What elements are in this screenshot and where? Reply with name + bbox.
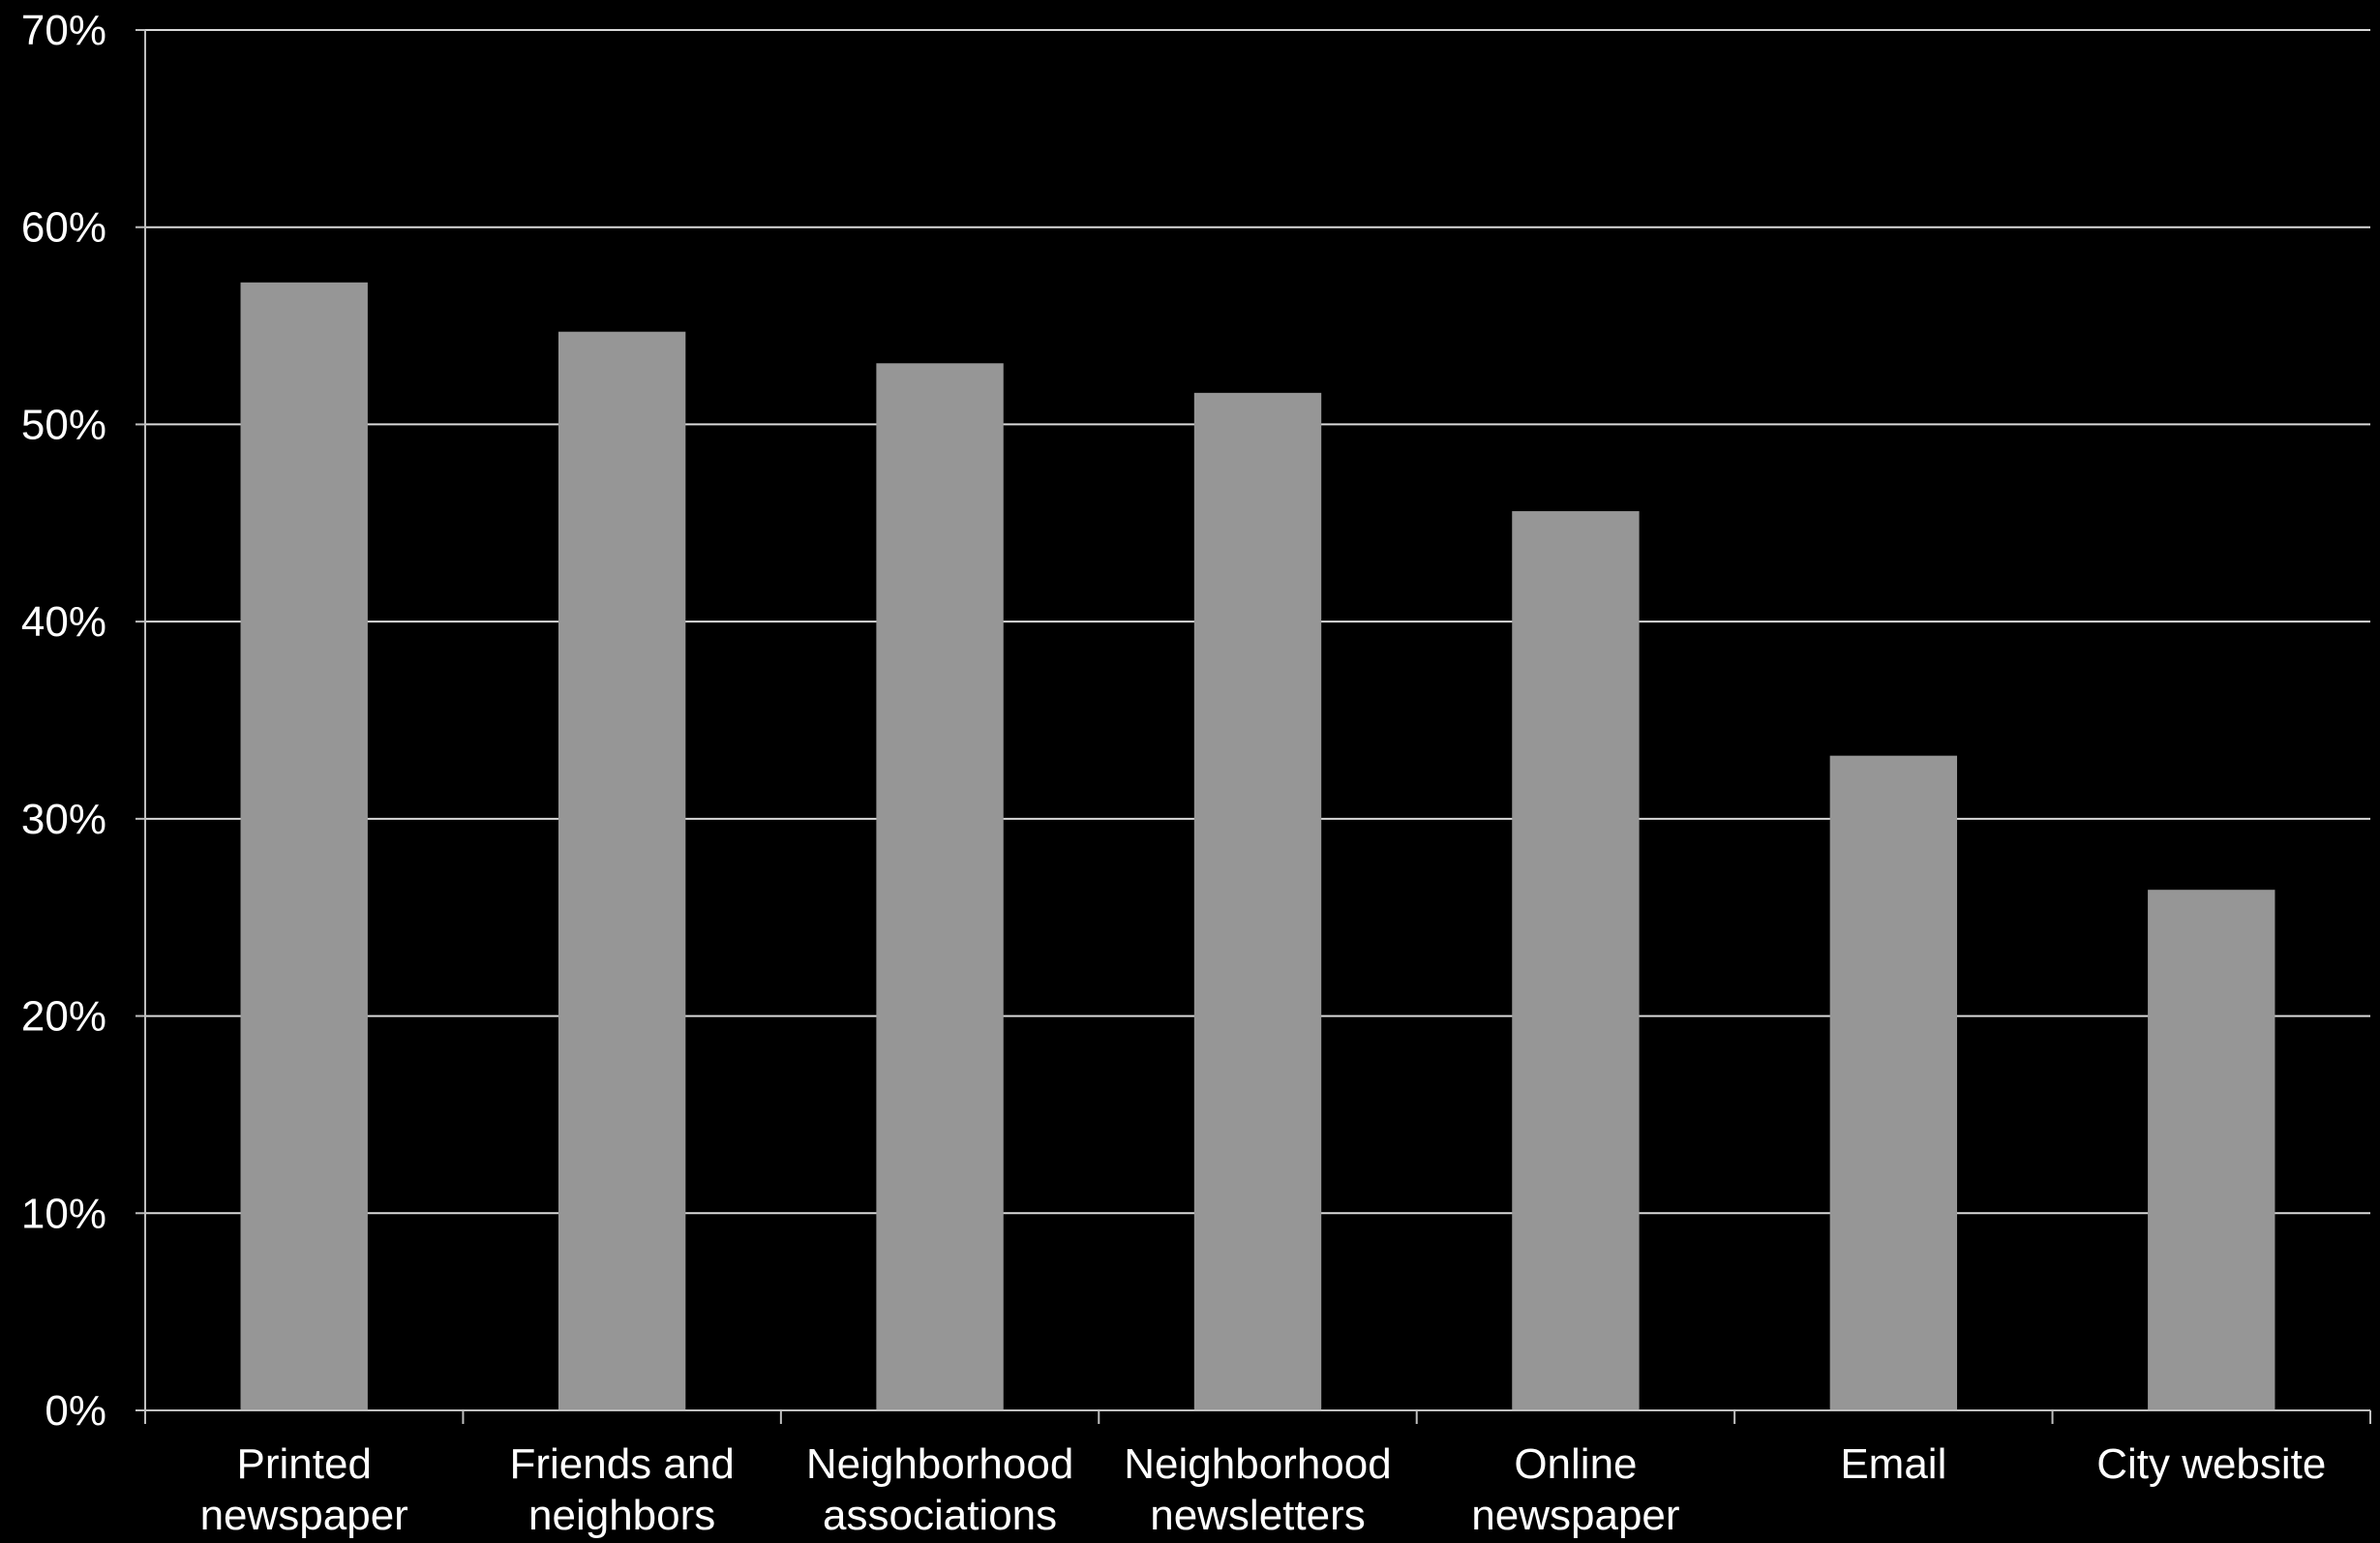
- y-tick-label: 30%: [21, 796, 106, 843]
- category-label-line: newspaper: [200, 1492, 408, 1539]
- category-label-line: newspaper: [1471, 1492, 1679, 1539]
- category-label: Neighborhood associations: [806, 1440, 1073, 1539]
- bar: [876, 363, 1004, 1411]
- category-label-line: Email: [1840, 1440, 1946, 1488]
- category-label: Online newspaper: [1471, 1440, 1679, 1539]
- y-tick-label: 40%: [21, 598, 106, 646]
- category-label-line: Neighborhood: [1124, 1440, 1391, 1488]
- category-label: Friends and neighbors: [509, 1440, 734, 1539]
- category-label: City website: [2096, 1440, 2326, 1488]
- category-label-line: Friends and: [509, 1440, 734, 1488]
- axes: [136, 29, 2371, 1424]
- bar: [240, 282, 368, 1410]
- category-label-line: Printed: [237, 1440, 372, 1488]
- category-label-line: City website: [2096, 1440, 2326, 1488]
- bar: [1193, 392, 1322, 1411]
- y-tick-label: 70%: [21, 7, 106, 54]
- y-tick-label: 0%: [45, 1387, 106, 1435]
- category-label-line: Neighborhood: [806, 1440, 1073, 1488]
- category-label: Printed newspaper: [200, 1440, 408, 1539]
- y-tick-labels: 0% 10% 20% 30% 40% 50% 60% 70%: [21, 7, 106, 1435]
- category-label: Email: [1840, 1440, 1946, 1488]
- category-label-line: newsletters: [1150, 1492, 1366, 1539]
- y-tick-label: 60%: [21, 204, 106, 252]
- bar: [2148, 890, 2275, 1410]
- y-tick-label: 50%: [21, 401, 106, 448]
- y-tick-label: 20%: [21, 993, 106, 1041]
- category-label-line: neighbors: [528, 1492, 715, 1539]
- category-label: Neighborhood newsletters: [1124, 1440, 1391, 1539]
- bar: [1512, 511, 1640, 1410]
- bars: [240, 282, 2275, 1411]
- y-tick-label: 10%: [21, 1190, 106, 1237]
- bar: [1829, 755, 1958, 1410]
- category-label-line: associations: [823, 1492, 1057, 1539]
- bar: [557, 331, 686, 1410]
- category-label-line: Online: [1514, 1440, 1637, 1488]
